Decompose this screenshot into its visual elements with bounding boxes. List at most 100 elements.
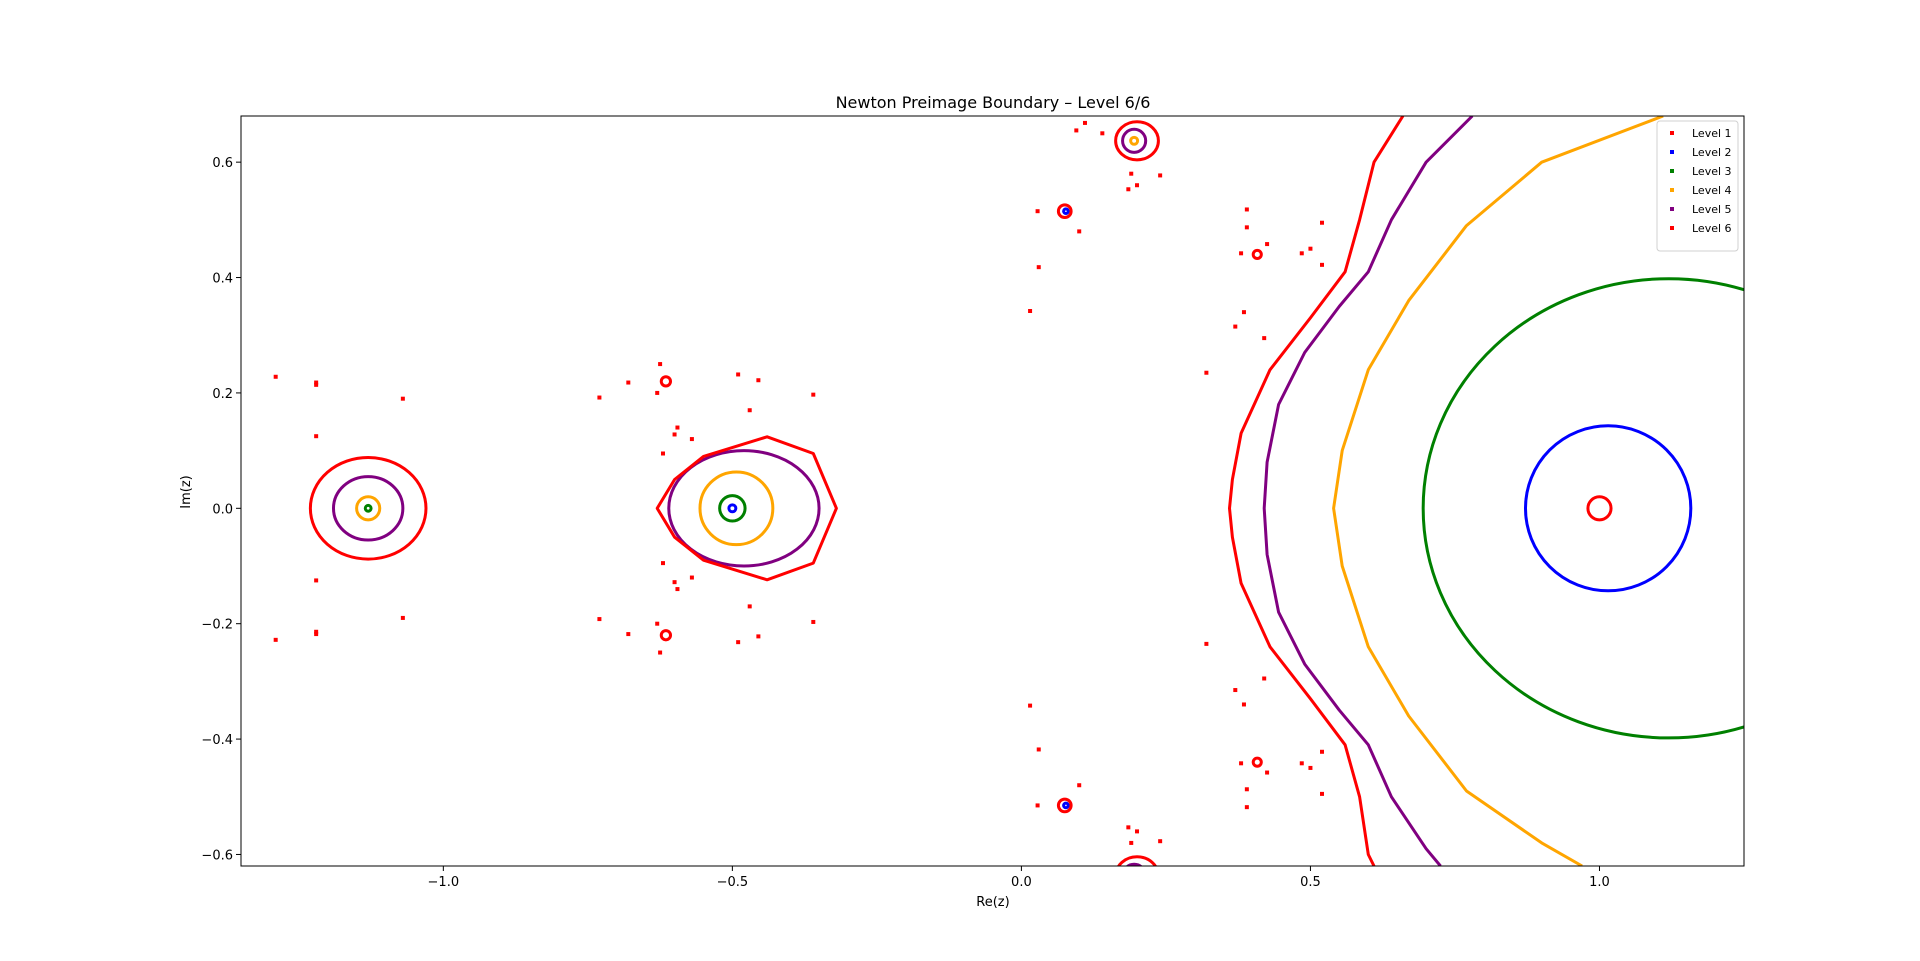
level-6-point-39 (1035, 803, 1040, 808)
level-6-point-15 (655, 621, 660, 626)
level-6-point-37 (1036, 747, 1041, 752)
level-6-curve-5 (1056, 203, 1073, 220)
level-2-curve-2 (1062, 207, 1070, 215)
level-6-point-20 (675, 425, 680, 430)
x-tick-label: 1.0 (1589, 875, 1610, 890)
legend-label-level-5: Level 5 (1692, 203, 1732, 216)
level-4-curve-0 (1332, 116, 1664, 866)
legend-label-level-6: Level 6 (1692, 222, 1732, 235)
level-6-point-22 (660, 451, 665, 456)
level-6-point-79 (1320, 791, 1325, 796)
level-6-point-62 (1239, 251, 1244, 256)
legend-marker-level-1 (1670, 131, 1674, 135)
level-6-point-6 (314, 434, 319, 439)
level-6-point-11 (597, 617, 602, 622)
level-6-point-21 (675, 587, 680, 592)
y-tick-label: 0.4 (212, 272, 233, 287)
y-tick-label: 0.6 (212, 156, 233, 171)
level-6-point-67 (1244, 805, 1249, 810)
level-6-point-52 (1129, 171, 1134, 176)
legend-marker-level-6 (1670, 226, 1674, 230)
legend-marker-level-5 (1670, 207, 1674, 211)
level-4-curve-2 (355, 495, 382, 522)
level-6-point-30 (747, 408, 752, 413)
level-6-point-65 (1244, 787, 1249, 792)
level-6-point-23 (660, 561, 665, 566)
x-tick-label: −1.0 (428, 875, 460, 890)
level-6-point-42 (1082, 120, 1087, 125)
level-5-curve-1 (667, 449, 821, 568)
level-3-curve-0 (1421, 277, 1744, 740)
y-axis-label: Im(z) (179, 475, 194, 508)
level-6-curve-1 (655, 435, 838, 582)
level-6-point-9 (400, 615, 405, 620)
legend-label-level-3: Level 3 (1692, 165, 1732, 178)
level-6-point-10 (597, 395, 602, 400)
level-6-curve-10 (1251, 756, 1263, 768)
legend-box (1656, 120, 1739, 252)
level-3-curve-2 (363, 503, 373, 513)
level-6-point-64 (1244, 225, 1249, 230)
level-6-curve-9 (1251, 248, 1263, 260)
level-6-curve-4 (1116, 855, 1158, 866)
level-6-point-59 (1233, 688, 1238, 693)
level-6-point-32 (811, 392, 816, 397)
x-tick-label: 0.0 (1011, 875, 1032, 890)
level-6-point-78 (1320, 220, 1325, 225)
level-6-point-74 (1308, 246, 1313, 251)
level-3-curve-1 (718, 494, 747, 523)
x-axis: −1.0 −0.5 0.0 0.5 1.0 (428, 866, 1610, 890)
level-4-curve-1 (698, 470, 775, 547)
level-6-curve-6 (1056, 797, 1073, 814)
level-2-curve-3 (1062, 801, 1070, 810)
level-6-point-5 (273, 637, 278, 642)
level-6-point-13 (626, 632, 631, 637)
legend-marker-level-3 (1670, 169, 1674, 173)
level-6-point-70 (1265, 242, 1270, 247)
level-6-curve-2 (308, 456, 428, 561)
level-4-curve-3 (1129, 135, 1140, 146)
level-6-point-49 (1126, 825, 1131, 830)
level-6-point-31 (747, 604, 752, 609)
level-6-point-4 (273, 374, 278, 379)
level-5-curve-0 (1262, 116, 1474, 866)
level-6-point-27 (736, 640, 741, 645)
level-6-point-17 (658, 650, 663, 655)
level-6-point-2 (314, 382, 319, 387)
legend-marker-level-4 (1670, 188, 1674, 192)
level-6-point-68 (1262, 336, 1267, 341)
level-6-point-1 (314, 632, 319, 637)
level-6-point-8 (400, 396, 405, 401)
level-6-point-66 (1244, 207, 1249, 212)
level-5-curve-3 (1121, 127, 1148, 154)
level-6-curve-7 (659, 375, 673, 388)
level-2-curve-1 (727, 503, 738, 514)
level-6-point-38 (1035, 209, 1040, 214)
level-6-point-3 (314, 629, 319, 634)
level-6-curve-3 (1114, 120, 1160, 162)
level-6-point-73 (1299, 761, 1304, 766)
level-6-point-0 (314, 380, 319, 385)
level-6-point-33 (811, 619, 816, 624)
x-tick-label: 0.5 (1300, 875, 1321, 890)
level-6-point-57 (1204, 641, 1209, 646)
level-6-point-41 (1077, 783, 1082, 788)
level-6-point-35 (1028, 703, 1033, 708)
level-6-point-19 (672, 580, 677, 585)
level-1-curve-0 (1586, 495, 1613, 522)
y-tick-label: −0.2 (201, 618, 233, 633)
level-5-curve-4 (1125, 862, 1143, 866)
plot-area (273, 116, 1744, 866)
level-6-point-40 (1077, 229, 1082, 234)
level-6-point-26 (736, 372, 741, 377)
y-tick-label: −0.6 (201, 848, 233, 863)
level-6-point-71 (1265, 770, 1270, 775)
level-6-point-55 (1158, 839, 1163, 844)
legend-marker-level-2 (1670, 150, 1674, 154)
chart-title: Newton Preimage Boundary – Level 6/6 (836, 93, 1151, 112)
level-6-point-29 (756, 634, 761, 639)
level-6-point-51 (1135, 829, 1140, 834)
level-6-point-77 (1320, 749, 1325, 754)
level-6-point-50 (1135, 183, 1140, 188)
